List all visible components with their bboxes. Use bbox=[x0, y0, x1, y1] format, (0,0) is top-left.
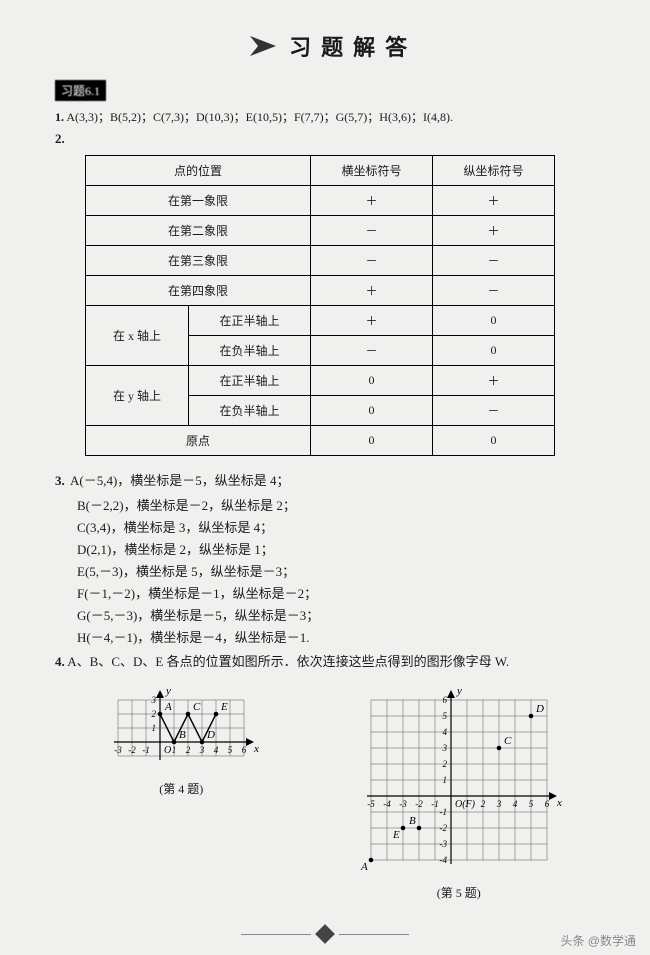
q1-text: A(3,3)；B(5,2)；C(7,3)；D(10,3)；E(10,5)；F(7… bbox=[66, 110, 453, 124]
svg-text:A: A bbox=[360, 861, 368, 873]
svg-text:E: E bbox=[392, 829, 400, 841]
svg-text:O: O bbox=[164, 745, 171, 756]
svg-text:6: 6 bbox=[545, 799, 550, 809]
table-row: 原点00 bbox=[86, 425, 555, 455]
svg-text:6: 6 bbox=[242, 745, 247, 755]
title-arrow-icon bbox=[248, 34, 278, 58]
svg-text:-1: -1 bbox=[431, 799, 439, 809]
diamond-icon bbox=[315, 924, 335, 944]
svg-text:-5: -5 bbox=[367, 799, 375, 809]
table-row: 在第四象限＋－ bbox=[86, 275, 555, 305]
question-1: 1. A(3,3)；B(5,2)；C(7,3)；D(10,3)；E(10,5)；… bbox=[55, 108, 610, 126]
svg-text:1: 1 bbox=[172, 745, 177, 755]
svg-text:2: 2 bbox=[442, 759, 447, 769]
q3-body: B(－2,2)，横坐标是－2，纵坐标是 2； C(3,4)，横坐标是 3，纵坐标… bbox=[77, 495, 610, 650]
question-2: 2. bbox=[55, 129, 610, 149]
th-xsign: 横坐标符号 bbox=[310, 155, 432, 185]
table-row: 点的位置 横坐标符号 纵坐标符号 bbox=[86, 155, 555, 185]
q2-number: 2. bbox=[55, 131, 65, 146]
svg-text:1: 1 bbox=[442, 775, 447, 785]
figures-row: -3-2-1123456123xyOABCDE (第 4 题) -5-4-3-2… bbox=[55, 682, 610, 901]
q3-line: C(3,4)，横坐标是 3，纵坐标是 4； bbox=[77, 517, 610, 539]
svg-text:B: B bbox=[409, 815, 416, 827]
table-row: 在第一象限＋＋ bbox=[86, 185, 555, 215]
svg-text:-1: -1 bbox=[439, 807, 447, 817]
th-ysign: 纵坐标符号 bbox=[432, 155, 554, 185]
q3-line: D(2,1)，横坐标是 2，纵坐标是 1； bbox=[77, 539, 610, 561]
svg-text:3: 3 bbox=[441, 743, 447, 753]
svg-text:A: A bbox=[164, 701, 172, 713]
table-row: 在 y 轴上在正半轴上0＋ bbox=[86, 365, 555, 395]
svg-text:-2: -2 bbox=[415, 799, 423, 809]
table-row: 在第二象限－＋ bbox=[86, 215, 555, 245]
q3-line: E(5,－3)，横坐标是 5，纵坐标是－3； bbox=[77, 561, 610, 583]
svg-text:5: 5 bbox=[442, 711, 447, 721]
svg-text:5: 5 bbox=[228, 745, 233, 755]
svg-text:-4: -4 bbox=[383, 799, 391, 809]
section-label: 习题6.1 bbox=[55, 80, 106, 101]
svg-text:-3: -3 bbox=[439, 839, 447, 849]
svg-text:5: 5 bbox=[529, 799, 534, 809]
q3-line: G(－5,－3)，横坐标是－5，纵坐标是－3； bbox=[77, 605, 610, 627]
svg-text:2: 2 bbox=[186, 745, 191, 755]
svg-text:D: D bbox=[206, 729, 215, 741]
deco-line-icon bbox=[339, 934, 409, 935]
q3-line: F(－1,－2)，横坐标是－1，纵坐标是－2； bbox=[77, 583, 610, 605]
th-position: 点的位置 bbox=[86, 155, 311, 185]
watermark: 头条 @数学通 bbox=[560, 932, 636, 949]
figure-4: -3-2-1123456123xyOABCDE (第 4 题) bbox=[100, 682, 262, 901]
fig4-caption: (第 4 题) bbox=[100, 780, 262, 797]
question-3: 3. A(－5,4)，横坐标是－5，纵坐标是 4； bbox=[55, 470, 610, 492]
svg-text:-3: -3 bbox=[115, 745, 123, 755]
q4-text: A、B、C、D、E 各点的位置如图所示．依次连接这些点得到的图形像字母 W. bbox=[67, 654, 509, 669]
svg-text:-4: -4 bbox=[439, 855, 447, 865]
q3-line: H(－4,－1)，横坐标是－4，纵坐标是－1. bbox=[77, 627, 610, 649]
svg-text:C: C bbox=[504, 735, 512, 747]
svg-text:4: 4 bbox=[214, 745, 219, 755]
svg-text:4: 4 bbox=[513, 799, 518, 809]
svg-text:-2: -2 bbox=[129, 745, 137, 755]
svg-text:E: E bbox=[220, 701, 228, 713]
fig5-caption: (第 5 题) bbox=[353, 884, 565, 901]
q4-number: 4. bbox=[55, 654, 65, 669]
svg-text:3: 3 bbox=[199, 745, 205, 755]
deco-line-icon bbox=[241, 934, 311, 935]
page-footer bbox=[0, 927, 650, 941]
svg-text:-1: -1 bbox=[143, 745, 151, 755]
q3-line: B(－2,2)，横坐标是－2，纵坐标是 2； bbox=[77, 495, 610, 517]
svg-text:6: 6 bbox=[442, 695, 447, 705]
table-row: 在第三象限－－ bbox=[86, 245, 555, 275]
table-row: 在 x 轴上在正半轴上＋0 bbox=[86, 305, 555, 335]
q3-line: A(－5,4)，横坐标是－5，纵坐标是 4； bbox=[70, 473, 290, 488]
svg-text:y: y bbox=[456, 685, 462, 697]
q1-number: 1. bbox=[55, 110, 64, 124]
svg-text:4: 4 bbox=[442, 727, 447, 737]
sign-table: 点的位置 横坐标符号 纵坐标符号 在第一象限＋＋ 在第二象限－＋ 在第三象限－－… bbox=[85, 155, 555, 456]
svg-text:D: D bbox=[535, 703, 544, 715]
svg-text:3: 3 bbox=[496, 799, 502, 809]
svg-text:3: 3 bbox=[151, 695, 157, 705]
chart-q4: -3-2-1123456123xyOABCDE bbox=[100, 682, 262, 774]
svg-text:B: B bbox=[179, 729, 186, 741]
svg-text:O(F): O(F) bbox=[455, 799, 476, 810]
svg-text:-2: -2 bbox=[439, 823, 447, 833]
svg-text:1: 1 bbox=[152, 723, 157, 733]
chart-q5: -5-4-3-2-1123456-4-3-2-1123456xyO(F)ABCD… bbox=[353, 682, 565, 878]
page-title-row: 习题解答 bbox=[55, 30, 610, 62]
figure-5: -5-4-3-2-1123456-4-3-2-1123456xyO(F)ABCD… bbox=[353, 682, 565, 901]
q3-number: 3. bbox=[55, 473, 65, 488]
page-title: 习题解答 bbox=[289, 30, 417, 62]
svg-text:C: C bbox=[193, 701, 201, 713]
svg-text:2: 2 bbox=[481, 799, 486, 809]
question-4: 4. A、B、C、D、E 各点的位置如图所示．依次连接这些点得到的图形像字母 W… bbox=[55, 652, 610, 672]
svg-text:-3: -3 bbox=[399, 799, 407, 809]
svg-text:2: 2 bbox=[152, 709, 157, 719]
svg-text:y: y bbox=[165, 685, 171, 697]
svg-text:x: x bbox=[253, 743, 259, 755]
svg-text:x: x bbox=[556, 797, 562, 809]
